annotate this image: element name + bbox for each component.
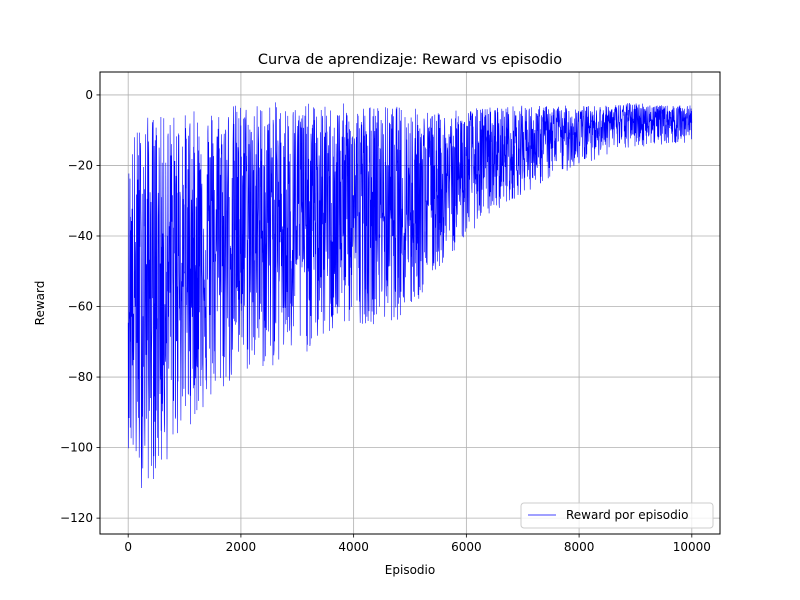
plot-frame: [99, 71, 721, 535]
x-axis-label: Episodio: [385, 563, 435, 577]
y-tick-label: −20: [68, 158, 93, 172]
y-axis-label: Reward: [33, 281, 47, 326]
x-tick-label: 2000: [226, 540, 257, 554]
y-tick-label: −60: [68, 300, 93, 314]
x-axis-ticks: 0 2000 4000 6000 8000 10000: [124, 534, 711, 554]
x-tick-label: 8000: [564, 540, 595, 554]
y-tick-label: −100: [60, 441, 93, 455]
x-tick-label: 0: [124, 540, 132, 554]
y-axis-ticks: 0 −20 −40 −60 −80 −100 −120: [60, 88, 100, 525]
legend-label: Reward por episodio: [566, 508, 688, 522]
y-tick-label: 0: [85, 88, 93, 102]
reward-line: [127, 102, 693, 489]
y-tick-label: −40: [68, 229, 93, 243]
x-tick-label: 6000: [451, 540, 482, 554]
legend: Reward por episodio: [520, 502, 714, 529]
x-tick-label: 4000: [338, 540, 369, 554]
y-tick-label: −120: [60, 511, 93, 525]
chart-title: Curva de aprendizaje: Reward vs episodio: [258, 52, 562, 68]
x-tick-label: 10000: [673, 540, 711, 554]
y-tick-label: −80: [68, 370, 93, 384]
series-reward: [127, 102, 693, 489]
legend-box: [520, 502, 714, 529]
